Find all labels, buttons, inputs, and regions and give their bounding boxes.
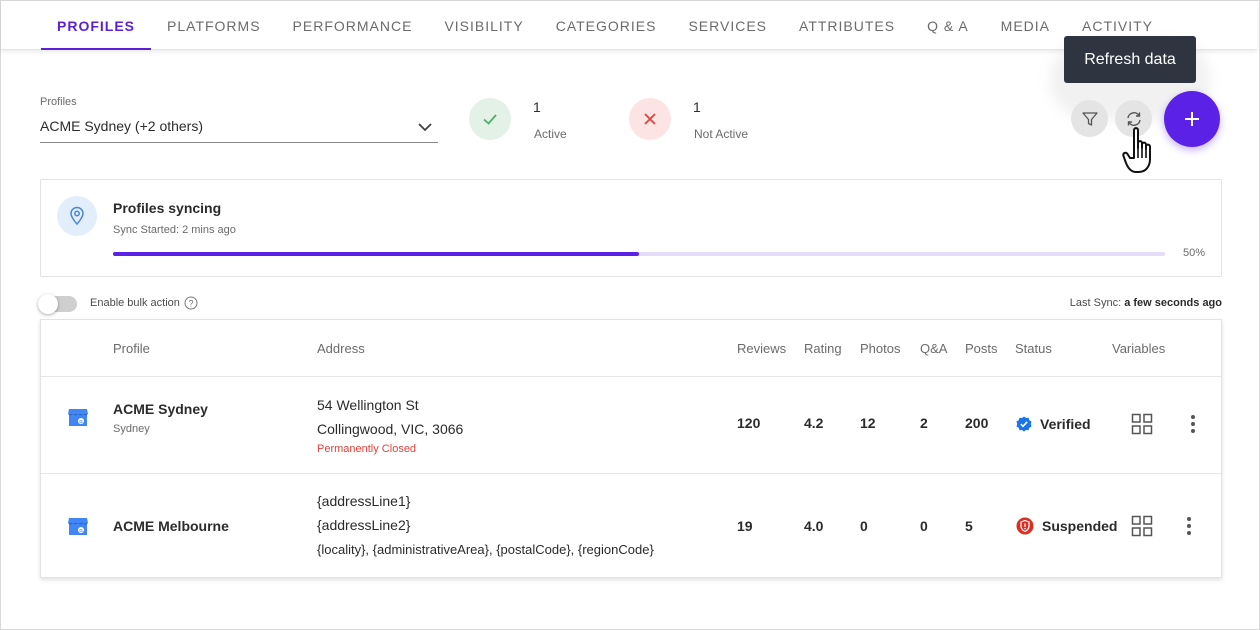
header-reviews: Reviews xyxy=(737,341,787,356)
not-active-status-icon xyxy=(629,98,671,140)
suspended-shield-icon xyxy=(1016,517,1034,535)
toggle-knob xyxy=(38,294,58,314)
sync-progress-percent: 50% xyxy=(1182,247,1205,259)
profile-subtitle: Sydney xyxy=(113,423,150,435)
rating-value: 4.2 xyxy=(804,415,824,431)
hand-cursor-icon xyxy=(1122,127,1151,173)
address-line-2: Collingwood, VIC, 3066 xyxy=(317,421,464,437)
header-posts: Posts xyxy=(965,341,998,356)
bulk-action-label: Enable bulk action xyxy=(90,297,180,309)
tab-categories[interactable]: CATEGORIES xyxy=(555,17,657,34)
status-label: Suspended xyxy=(1042,518,1118,534)
svg-text:G: G xyxy=(79,419,83,424)
check-icon xyxy=(483,114,497,125)
last-sync: Last Sync: a few seconds ago xyxy=(1070,297,1222,309)
tab-activity[interactable]: ACTIVITY xyxy=(1082,17,1154,34)
google-business-icon: G xyxy=(68,409,88,426)
address-line-1: {addressLine1} xyxy=(317,493,411,509)
address-line-1: 54 Wellington St xyxy=(317,397,419,413)
tab-qa[interactable]: Q & A xyxy=(927,17,969,34)
add-profile-button[interactable] xyxy=(1164,91,1220,147)
last-sync-label: Last Sync: xyxy=(1069,297,1122,309)
row-divider xyxy=(41,473,1221,474)
photos-value: 0 xyxy=(860,518,868,534)
refresh-tooltip: Refresh data xyxy=(1064,36,1196,83)
header-status: Status xyxy=(1015,341,1052,356)
active-count: 1 xyxy=(533,99,541,115)
rating-value: 4.0 xyxy=(804,518,824,534)
sync-subtitle: Sync Started: 2 mins ago xyxy=(113,224,236,236)
sync-progress-bar xyxy=(113,252,1165,256)
qa-value: 0 xyxy=(920,518,928,534)
status-badge: Verified xyxy=(1016,416,1091,432)
address-line-3: {locality}, {administrativeArea}, {posta… xyxy=(317,542,654,557)
more-options-icon[interactable] xyxy=(1186,516,1192,536)
photos-value: 12 xyxy=(860,415,876,431)
verified-icon xyxy=(1016,416,1032,432)
tab-profiles[interactable]: PROFILES xyxy=(41,1,152,50)
tab-services[interactable]: SERVICES xyxy=(688,17,768,34)
profile-name[interactable]: ACME Melbourne xyxy=(113,518,229,534)
refresh-icon xyxy=(1126,111,1141,126)
plus-icon xyxy=(1185,112,1199,126)
closed-note: Permanently Closed xyxy=(317,443,417,455)
active-status-icon xyxy=(469,98,511,140)
sync-title: Profiles syncing xyxy=(113,200,222,216)
header-address: Address xyxy=(317,341,365,356)
header-profile: Profile xyxy=(113,341,150,356)
bulk-action-toggle[interactable] xyxy=(38,294,77,314)
status-label: Verified xyxy=(1040,416,1091,432)
reviews-value: 120 xyxy=(737,415,761,431)
header-photos: Photos xyxy=(860,341,901,356)
chevron-down-icon xyxy=(418,123,432,132)
not-active-label: Not Active xyxy=(694,127,749,141)
more-options-icon[interactable] xyxy=(1190,414,1196,434)
last-sync-value: a few seconds ago xyxy=(1124,297,1222,309)
address-line-2: {addressLine2} xyxy=(317,517,411,533)
tab-visibility[interactable]: VISIBILITY xyxy=(444,17,524,34)
header-variables: Variables xyxy=(1112,341,1166,356)
profiles-table: Profile Address Reviews Rating Photos Q&… xyxy=(40,319,1222,578)
profiles-select-label: Profiles xyxy=(40,96,77,108)
tab-media[interactable]: MEDIA xyxy=(1000,17,1051,34)
svg-text:G: G xyxy=(79,528,83,533)
posts-value: 200 xyxy=(965,415,989,431)
tab-performance[interactable]: PERFORMANCE xyxy=(292,17,413,34)
svg-text:?: ? xyxy=(188,299,193,309)
x-icon xyxy=(644,113,656,125)
profiles-select[interactable]: ACME Sydney (+2 others) xyxy=(40,112,438,143)
sync-progress-fill xyxy=(113,252,639,256)
help-icon[interactable]: ? xyxy=(184,296,198,310)
variables-grid-icon[interactable] xyxy=(1131,515,1153,537)
location-pin-icon xyxy=(57,196,97,236)
row-divider xyxy=(41,376,1221,377)
qa-value: 2 xyxy=(920,415,928,431)
reviews-value: 19 xyxy=(737,518,753,534)
tab-platforms[interactable]: PLATFORMS xyxy=(167,17,261,34)
profile-name[interactable]: ACME Sydney xyxy=(113,401,208,417)
google-business-icon: G xyxy=(68,518,88,535)
variables-grid-icon[interactable] xyxy=(1131,413,1153,435)
sync-card: Profiles syncing Sync Started: 2 mins ag… xyxy=(40,179,1222,277)
profiles-select-value: ACME Sydney (+2 others) xyxy=(40,118,204,134)
filter-icon xyxy=(1081,111,1098,126)
posts-value: 5 xyxy=(965,518,973,534)
tab-bar: PROFILES PLATFORMS PERFORMANCE VISIBILIT… xyxy=(1,1,1257,50)
tab-attributes[interactable]: ATTRIBUTES xyxy=(799,17,896,34)
filter-button[interactable] xyxy=(1071,100,1108,137)
header-rating: Rating xyxy=(804,341,842,356)
active-label: Active xyxy=(534,127,567,141)
not-active-count: 1 xyxy=(693,99,701,115)
status-badge: Suspended xyxy=(1016,517,1117,535)
header-qa: Q&A xyxy=(920,341,948,356)
